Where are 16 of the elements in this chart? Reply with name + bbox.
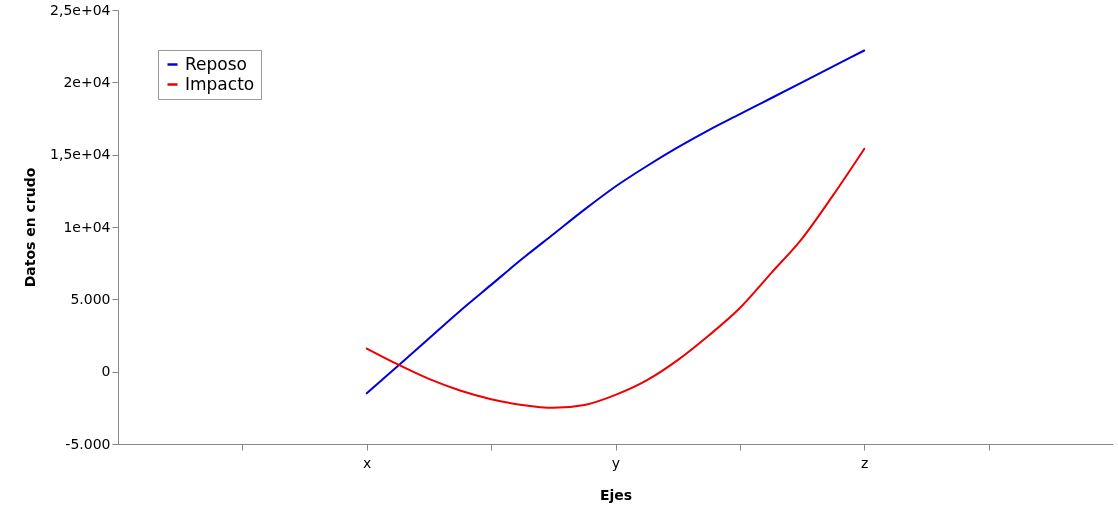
legend-label: Impacto [185, 73, 255, 94]
y-tick-label: 2,5e+04 [50, 1, 111, 18]
y-tick-label: 5.000 [70, 290, 111, 307]
line-series [365, 147, 866, 409]
x-axis-title: Ejes [599, 486, 633, 503]
y-axis-title: Datos en crudo [22, 167, 39, 288]
x-tick-label: y [611, 454, 621, 471]
y-tick-label: 1e+04 [63, 218, 111, 235]
x-tick-label: x [363, 454, 372, 471]
y-tick-label: -5.000 [65, 435, 111, 452]
legend-label: Reposo [185, 53, 247, 74]
y-tick-label: 1,5e+04 [50, 146, 111, 163]
line-series [365, 49, 866, 395]
x-tick-label: z [861, 454, 869, 471]
y-tick-label: 0 [101, 363, 111, 380]
y-tick-label: 2e+04 [63, 73, 111, 90]
